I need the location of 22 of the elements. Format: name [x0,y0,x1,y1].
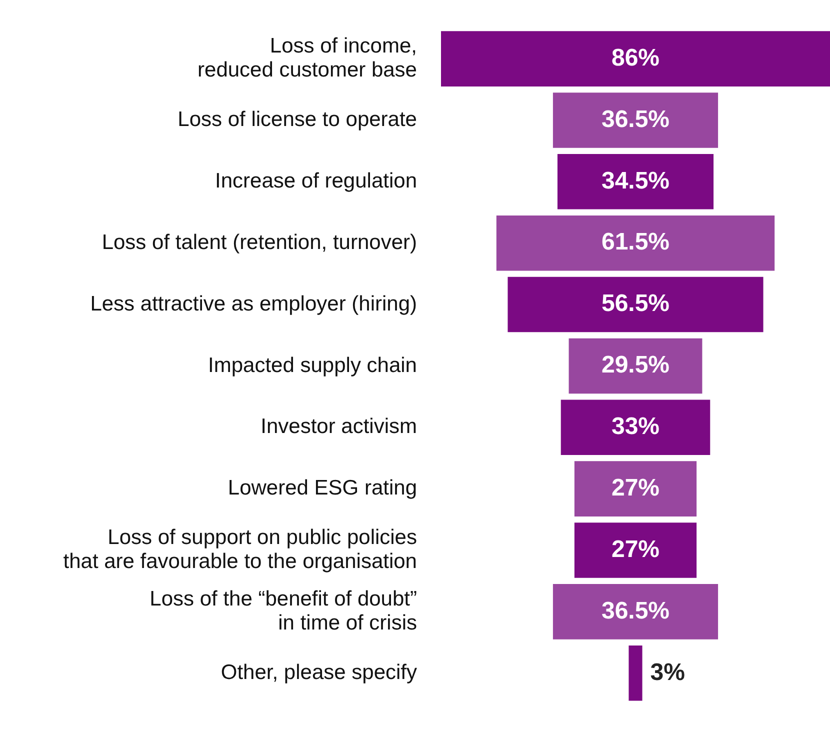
data-label: 33% [611,413,660,440]
category-label: Impacted supply chain [208,354,417,377]
category-label: Increase of regulation [215,169,417,192]
data-label: 56.5% [601,290,670,318]
data-label: 34.5% [601,167,670,194]
category-label: Lowered ESG rating [228,476,417,500]
data-label: 61.5% [601,228,670,256]
category-label: Less attractive as employer (hiring) [90,292,417,316]
data-label: 3% [650,658,685,686]
data-label: 36.5% [601,597,670,624]
category-label: Loss of license to operate [178,108,417,132]
category-label: Investor activism [260,415,417,438]
category-label: Loss of the “benefit of doubt” in time of crisis [150,587,418,635]
data-label: 86% [611,44,660,72]
category-label: Other, please specify [220,660,418,684]
data-label: 27% [611,536,660,563]
category-label: Loss of income, reduced customer base [198,34,417,82]
category-label: Loss of support on public policies that are favourable to the organisation [63,526,417,574]
data-label: 27% [611,474,660,502]
data-label: 29.5% [601,352,670,379]
category-label: Loss of talent (retention, turnover) [102,230,417,254]
data-label: 36.5% [601,106,670,133]
